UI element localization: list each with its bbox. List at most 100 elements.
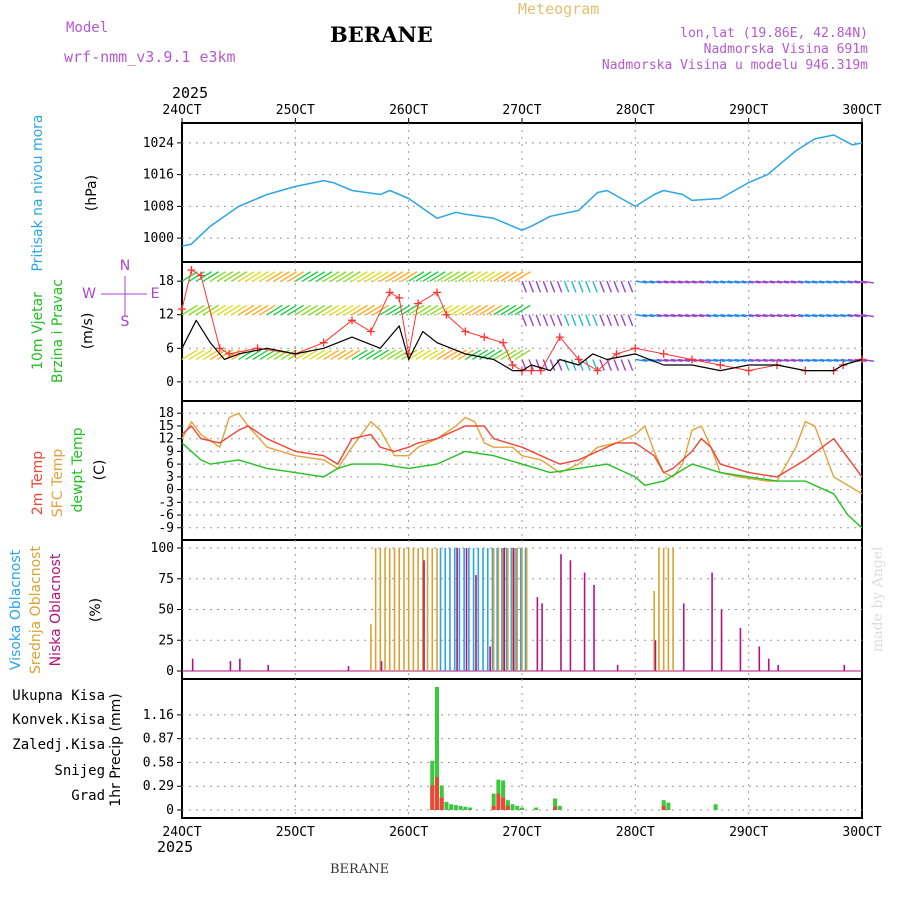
compass-n: N (120, 258, 130, 274)
wind-barb (486, 304, 503, 316)
wind-barb (713, 280, 726, 284)
wind-barb (273, 349, 290, 361)
wind-barb (500, 304, 517, 316)
wind-gust-marker (366, 327, 375, 336)
y-tick-label: 0 (166, 803, 174, 818)
wind-barb (677, 280, 690, 284)
wind-barb (627, 314, 634, 327)
wind-barb (514, 349, 531, 361)
y-tick-label: 1.16 (143, 708, 174, 723)
wind-barb (854, 280, 867, 284)
wind-barb (443, 349, 460, 361)
y-tick-label: 15 (158, 419, 174, 434)
wind-barb (698, 280, 712, 284)
wind-barb (302, 271, 319, 282)
wind-gust-marker (574, 355, 583, 364)
wind-barb (819, 314, 832, 318)
x-tick-label-top: 27OCT (502, 103, 541, 118)
wind-barb (280, 349, 297, 361)
wind-barb (769, 358, 782, 362)
precip-bar (520, 807, 524, 810)
label-cloud-unit: (%) (88, 598, 104, 622)
precip-bar (661, 805, 666, 810)
wind-barb (592, 280, 598, 293)
wind-barb (762, 358, 775, 362)
lonlat-label: lon,lat (19.86E, 42.84N) (680, 26, 868, 41)
wind-barb (365, 271, 382, 282)
wind-barb (528, 280, 535, 293)
y-tick-label: 0 (166, 375, 174, 390)
wind-barb (330, 304, 347, 316)
temp-2m-line (181, 425, 863, 478)
wind-barb (542, 359, 549, 371)
wind-barb (549, 359, 556, 371)
wind-barb (323, 349, 340, 361)
precip-bar (449, 804, 454, 810)
wind-barb (599, 359, 605, 371)
wind-barb (755, 280, 768, 284)
y-tick-label: 3 (166, 470, 174, 485)
wind-barb (514, 271, 531, 282)
wind-gust-marker (253, 344, 262, 353)
wind-barb (663, 314, 676, 318)
compass-w: W (82, 286, 96, 302)
wind-barb (344, 349, 361, 361)
wind-barb (826, 358, 839, 362)
wind-barb (202, 271, 219, 282)
wind-barb (720, 314, 733, 318)
precip-bar (458, 805, 463, 810)
wind-barb (684, 358, 697, 362)
wind-gust-marker (414, 299, 423, 308)
wind-barb (642, 314, 655, 318)
wind-barb (861, 314, 874, 318)
wind-barb (684, 280, 697, 284)
precip-bar (435, 687, 439, 810)
wind-barb (372, 271, 389, 282)
wind-barb (507, 271, 524, 282)
wind-gust-marker (480, 333, 489, 342)
wind-barb (791, 358, 804, 362)
wind-barb (620, 280, 627, 293)
wind-barb (294, 271, 312, 282)
wind-barb (209, 349, 227, 361)
wind-barb (472, 349, 489, 361)
wind-barb (507, 349, 524, 361)
wind-barb (798, 314, 811, 318)
wind-gust-marker (508, 361, 517, 370)
y-tick-label: 18 (158, 406, 174, 421)
wind-barb (457, 304, 474, 316)
wind-barb (273, 304, 290, 316)
wind-barb (627, 359, 634, 371)
wind-barb (776, 314, 789, 318)
wind-barb (798, 358, 811, 362)
dewpt-line (181, 442, 863, 529)
precip-bar (468, 807, 473, 810)
wind-gust-marker (442, 310, 451, 319)
wind-barb (436, 271, 453, 282)
wind-barb (351, 271, 368, 282)
wind-gust-marker (196, 271, 205, 280)
wind-barb (245, 271, 262, 282)
wind-barb (734, 280, 747, 284)
wind-barb (734, 314, 747, 318)
wind-barb (351, 304, 368, 316)
label-wind-unit: (m/s) (80, 313, 96, 350)
y-tick-label: -9 (158, 521, 174, 536)
wind-barb (684, 314, 697, 318)
wind-barb (422, 304, 439, 316)
wind-gust-marker (593, 366, 602, 375)
wind-gust-marker (858, 355, 866, 364)
x-tick-label-bottom: 30OCT (842, 825, 881, 840)
precip-legend-item: Snijeg (54, 763, 105, 779)
precip-bar (444, 801, 449, 810)
wind-barb (528, 314, 535, 327)
wind-barb (266, 304, 283, 316)
pressure-line (181, 134, 863, 247)
precip-bar (435, 777, 439, 810)
wind-barb (776, 280, 789, 284)
wind-barb (457, 271, 474, 282)
wind-barb (259, 304, 276, 316)
wind-barb (379, 304, 397, 316)
wind-barb (635, 358, 648, 362)
wind-barb (231, 271, 248, 282)
